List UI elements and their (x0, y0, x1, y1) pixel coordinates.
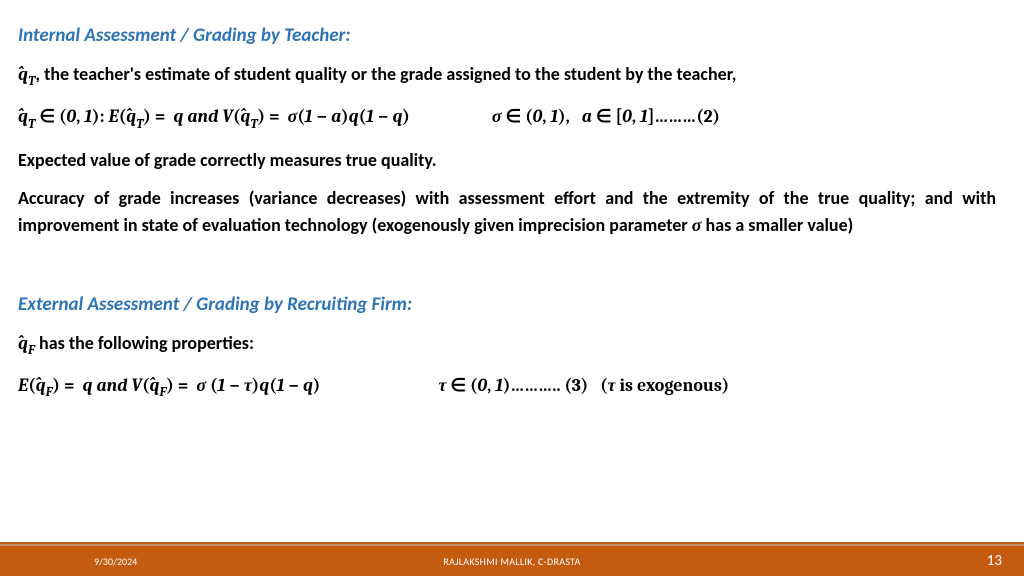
section2-def: qF has the following properties: (18, 330, 996, 360)
section2-title: External Assessment / Grading by Recruit… (18, 293, 996, 316)
footer: 9/30/2024 RAJLAKSHMI MALLIK, C-DRASTA 13 (0, 542, 1024, 576)
slide: Internal Assessment / Grading by Teacher… (0, 0, 1024, 576)
footer-bar: 9/30/2024 RAJLAKSHMI MALLIK, C-DRASTA 13 (0, 546, 1024, 576)
footer-date: 9/30/2024 (94, 555, 137, 568)
section1-expected: Expected value of grade correctly measur… (18, 147, 996, 173)
footer-author: RAJLAKSHMI MALLIK, C-DRASTA (443, 555, 580, 568)
content-area: Internal Assessment / Grading by Teacher… (0, 0, 1024, 542)
section1-equation: qT ∈ (0, 1): E(qT) = q and V(qT) = σ(1 −… (18, 103, 996, 133)
section2-equation: E(qF) = q and V(qF) = σ (1 − τ)q(1 − q) … (18, 372, 996, 402)
section1-title: Internal Assessment / Grading by Teacher… (18, 24, 996, 47)
footer-page-number: 13 (987, 552, 1002, 570)
section1-def: qT, the teacher's estimate of student qu… (18, 61, 996, 91)
section1-accuracy: Accuracy of grade increases (variance de… (18, 185, 996, 238)
